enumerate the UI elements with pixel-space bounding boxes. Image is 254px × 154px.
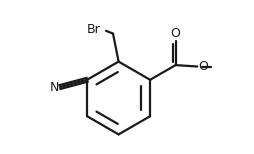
Text: O: O (171, 27, 181, 40)
Text: Br: Br (87, 23, 100, 36)
Text: N: N (50, 81, 59, 93)
Text: O: O (199, 60, 209, 73)
